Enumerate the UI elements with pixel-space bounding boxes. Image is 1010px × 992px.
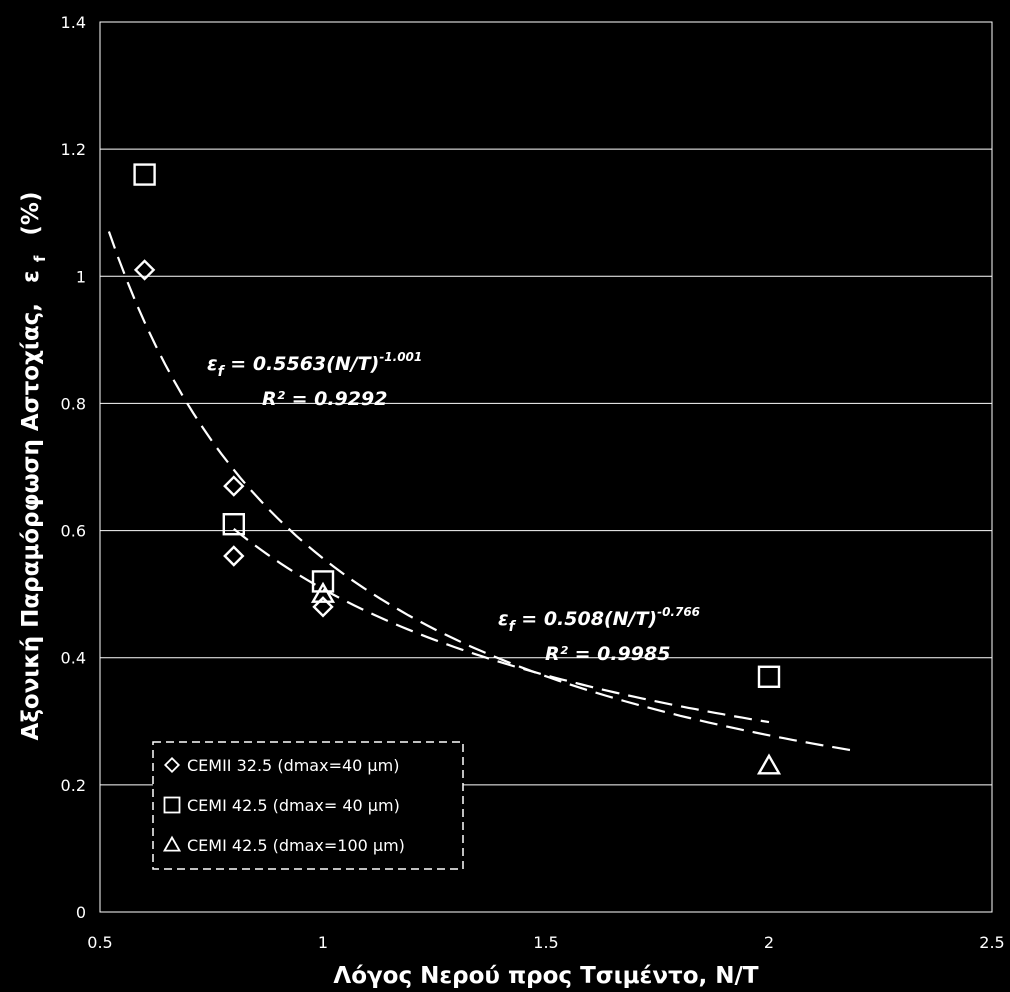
point-triangle [310,581,336,603]
fit-r2-2: R² = 0.9985 [545,643,670,665]
fit-equation-1-subscript: f [218,364,226,380]
fit-equation-1: εf = 0.5563(N/T)-1.001 [207,350,422,380]
legend: CEMII 32.5 (dmax=40 μm) CEMI 42.5 (dmax= … [152,741,464,870]
y-tick-label: 0.8 [61,394,86,413]
fit-equation-1-symbol: ε [207,353,218,375]
x-tick-label: 0.5 [87,933,112,952]
plot-frame [99,21,993,913]
legend-marker-square [163,796,181,814]
legend-label: CEMI 42.5 (dmax=100 μm) [187,836,405,855]
data-points [133,163,782,775]
y-axis-title-subscript: f [31,255,49,262]
legend-label: CEMII 32.5 (dmax=40 μm) [187,756,399,775]
legend-label: CEMI 42.5 (dmax= 40 μm) [187,796,400,815]
y-axis-title: Αξονική Παραμόρφωση Αστοχίας, ε f (%) [18,192,51,741]
y-tick-label: 0 [76,903,86,922]
legend-frame [152,741,464,870]
point-diamond [312,596,334,618]
fit-equation-2-symbol: ε [498,608,509,630]
y-axis-title-unit: (%) [18,192,44,236]
point-square [311,570,335,593]
fit-equation-2: εf = 0.508(N/T)-0.766 [498,605,700,635]
fit-equation-1-exponent: -1.001 [379,350,422,364]
y-tick-label: 0.4 [61,649,86,668]
point-square [222,513,246,536]
legend-marker-diamond [163,756,181,774]
fit-curve-1 [107,231,859,753]
x-tick-labels: 0.5 1 1.5 2 2.5 [87,933,1004,952]
y-axis-title-main: Αξονική Παραμόρφωση Αστοχίας, [18,303,44,740]
y-tick-labels: 0 0.2 0.4 0.6 0.8 1 1.2 1.4 [61,13,86,922]
y-tick-label: 0.2 [61,776,86,795]
fit-equation-2-body: = 0.508(N/T) [515,608,657,630]
x-tick-label: 2 [764,933,774,952]
y-tick-label: 0.6 [61,522,86,541]
y-tick-label: 1 [76,267,86,286]
point-triangle [756,753,782,775]
fit-equation-1-body: = 0.5563(N/T) [224,353,380,375]
point-square [757,665,781,688]
x-axis-title: Λόγος Νερού προς Τσιμέντο, Ν/Τ [333,963,758,989]
fit-equation-2-subscript: f [509,619,517,635]
y-tick-label: 1.2 [61,140,86,159]
fit-curve-2 [233,528,770,724]
y-axis-title-symbol: ε [18,270,44,283]
point-diamond [223,545,245,567]
fit-equation-2-exponent: -0.766 [657,605,700,619]
fit-curves [107,231,859,753]
x-tick-label: 1.5 [533,933,558,952]
point-diamond [223,475,245,497]
x-tick-label: 2.5 [979,933,1004,952]
point-diamond [133,259,156,281]
y-tick-label: 1.4 [61,13,86,32]
fit-r2-1: R² = 0.9292 [262,388,387,410]
x-tick-label: 1 [318,933,328,952]
point-square [133,163,156,186]
legend-marker-triangle [162,835,182,852]
